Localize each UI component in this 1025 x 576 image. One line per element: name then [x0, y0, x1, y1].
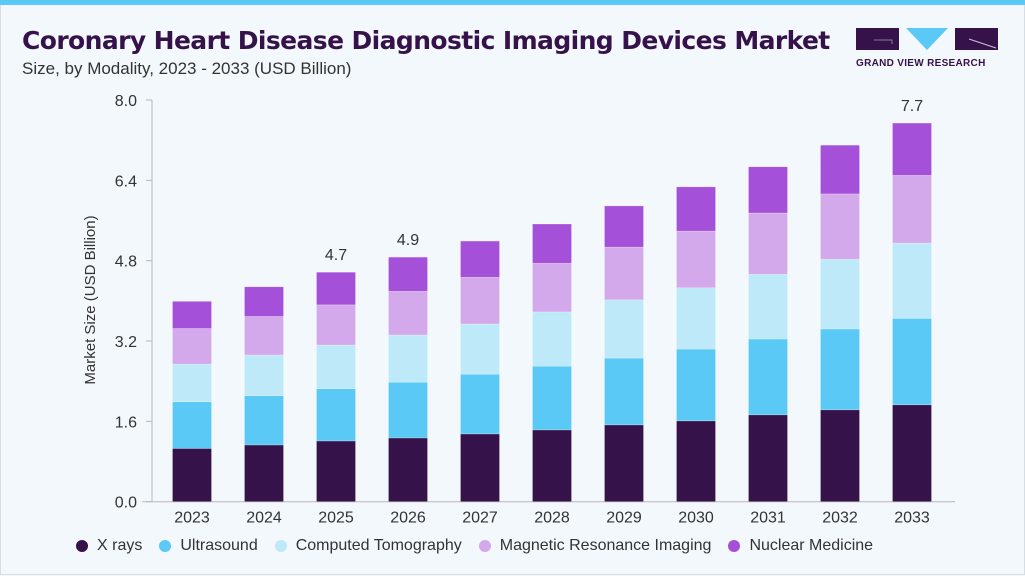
bar-segment-magnetic-resonance-imaging	[532, 262, 572, 313]
x-tick-label: 2025	[318, 510, 354, 527]
legend-dot-icon	[274, 540, 287, 552]
legend-item: Ultrasound	[159, 537, 258, 555]
bar-segment-x-rays	[604, 424, 644, 503]
bar-segment-x-rays	[676, 420, 716, 503]
y-tick-label: 1.6	[115, 414, 137, 431]
y-axis-label: Market Size (USD Billion)	[82, 215, 99, 384]
bar-segment-computed-tomography	[604, 299, 644, 359]
bar-segment-ultrasound	[748, 338, 788, 416]
bar-segment-magnetic-resonance-imaging	[676, 230, 716, 289]
bar-segment-x-rays	[532, 429, 572, 502]
x-tick-label: 2023	[174, 510, 210, 527]
bar-segment-magnetic-resonance-imaging	[316, 304, 356, 346]
data-label: 4.7	[325, 247, 347, 264]
bar-segment-ultrasound	[820, 328, 860, 411]
bar-segment-magnetic-resonance-imaging	[172, 328, 212, 365]
bar-segment-ultrasound	[172, 401, 212, 449]
bar-segment-nuclear-medicine	[604, 205, 644, 248]
legend-item: X rays	[76, 537, 142, 555]
legend-item: Computed Tomography	[274, 537, 462, 555]
bar-segment-nuclear-medicine	[316, 271, 356, 306]
bar-segment-ultrasound	[892, 318, 932, 406]
y-tick-label: 6.4	[115, 173, 137, 190]
y-tick-label: 0.0	[115, 495, 137, 512]
bar-segment-x-rays	[748, 414, 788, 502]
legend: X rays Ultrasound Computed Tomography Magne…	[76, 537, 890, 555]
bar-segment-computed-tomography	[820, 258, 860, 330]
legend-label: Magnetic Resonance Imaging	[499, 537, 712, 554]
legend-item: Nuclear Medicine	[728, 537, 873, 555]
bar-segment-ultrasound	[532, 365, 572, 431]
bar-segment-computed-tomography	[892, 242, 932, 319]
chart-subtitle: Size, by Modality, 2023 - 2033 (USD Bill…	[22, 59, 352, 78]
legend-dot-icon	[728, 540, 741, 552]
bar-segment-x-rays	[460, 433, 500, 502]
bar-segment-x-rays	[892, 404, 932, 503]
x-tick-label: 2029	[606, 510, 642, 527]
bar-segment-x-rays	[316, 440, 356, 502]
legend-label: Ultrasound	[180, 537, 258, 554]
bar-segment-ultrasound	[676, 348, 716, 422]
x-tick-label: 2031	[750, 510, 786, 527]
x-tick-label: 2027	[462, 510, 498, 527]
bar-segment-nuclear-medicine	[244, 286, 284, 317]
logo-text: GRAND VIEW RESEARCH	[856, 58, 986, 69]
x-tick-label: 2026	[390, 510, 426, 527]
bar-segment-computed-tomography	[748, 273, 788, 340]
top-accent-bar	[0, 0, 1025, 5]
bar-segment-magnetic-resonance-imaging	[244, 316, 284, 356]
bar-segment-nuclear-medicine	[460, 240, 500, 278]
bar-segment-nuclear-medicine	[820, 144, 860, 195]
bar-segment-computed-tomography	[316, 344, 356, 390]
bar-segment-ultrasound	[388, 381, 428, 439]
bar-segment-computed-tomography	[460, 323, 500, 375]
bar-segment-computed-tomography	[676, 287, 716, 350]
bar-segment-x-rays	[172, 448, 212, 503]
bar-segment-x-rays	[388, 437, 428, 502]
bar-segment-computed-tomography	[532, 311, 572, 367]
legend-dot-icon	[478, 540, 491, 552]
bar-segment-x-rays	[244, 444, 284, 502]
data-label: 7.7	[901, 98, 923, 115]
x-tick-label: 2030	[678, 510, 714, 527]
bar-segment-magnetic-resonance-imaging	[388, 291, 428, 336]
bar-segment-nuclear-medicine	[172, 301, 212, 329]
bar-segment-magnetic-resonance-imaging	[604, 246, 644, 301]
bar-segment-nuclear-medicine	[388, 256, 428, 292]
y-tick-label: 3.2	[115, 334, 137, 351]
chart-title: Coronary Heart Disease Diagnostic Imagin…	[22, 26, 830, 55]
bar-segment-ultrasound	[604, 357, 644, 426]
legend-dot-icon	[76, 540, 88, 552]
bar-segment-nuclear-medicine	[892, 122, 932, 176]
bar-segment-magnetic-resonance-imaging	[460, 276, 500, 325]
legend-label: Nuclear Medicine	[749, 537, 874, 554]
legend-item: Magnetic Resonance Imaging	[478, 537, 712, 555]
legend-label: X rays	[97, 537, 143, 554]
bar-segment-nuclear-medicine	[748, 166, 788, 214]
bar-segment-magnetic-resonance-imaging	[820, 193, 860, 260]
y-tick-label: 4.8	[115, 254, 137, 271]
bar-segment-x-rays	[820, 409, 860, 503]
legend-label: Computed Tomography	[295, 537, 462, 554]
bar-segment-magnetic-resonance-imaging	[892, 175, 932, 244]
bar-segment-computed-tomography	[244, 354, 284, 397]
bar-segment-computed-tomography	[172, 363, 212, 403]
x-tick-label: 2032	[822, 510, 858, 527]
x-tick-label: 2024	[246, 510, 282, 527]
bar-segment-computed-tomography	[388, 334, 428, 383]
bar-segment-ultrasound	[316, 388, 356, 442]
y-tick-label: 8.0	[115, 93, 137, 110]
bar-segment-ultrasound	[244, 395, 284, 446]
x-tick-label: 2033	[894, 510, 930, 527]
legend-dot-icon	[159, 540, 172, 552]
grand-view-research-logo	[856, 28, 998, 50]
x-tick-label: 2028	[534, 510, 570, 527]
bar-segment-nuclear-medicine	[676, 186, 716, 232]
bar-segment-nuclear-medicine	[532, 223, 572, 264]
bar-segment-ultrasound	[460, 373, 500, 435]
bar-segment-magnetic-resonance-imaging	[748, 212, 788, 275]
data-label: 4.9	[397, 232, 419, 249]
